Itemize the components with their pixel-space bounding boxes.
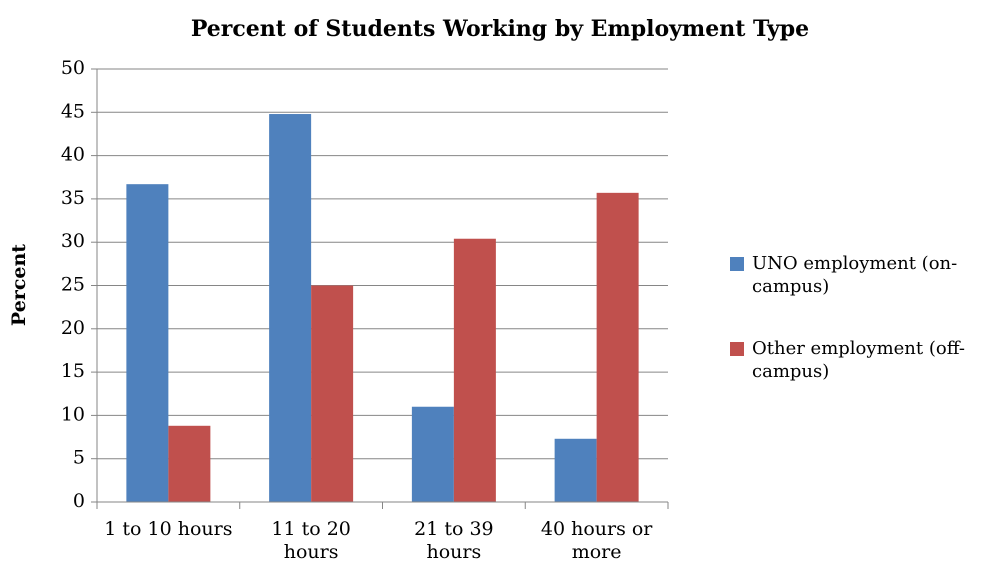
x-tick-label: 11 to 20 hours <box>271 518 351 563</box>
y-tick-label: 10 <box>61 403 85 425</box>
chart-title: Percent of Students Working by Employmen… <box>191 16 809 42</box>
bar <box>554 438 597 502</box>
bar <box>168 425 211 502</box>
y-tick-label: 40 <box>61 144 85 166</box>
y-tick-label: 25 <box>61 274 85 296</box>
y-axis-label: Percent <box>8 244 30 326</box>
y-tick-label: 45 <box>61 100 85 122</box>
bar <box>411 406 454 502</box>
y-tick-label: 5 <box>73 447 85 469</box>
x-tick-label: 40 hours or more <box>540 518 653 563</box>
y-tick-label: 20 <box>61 317 85 339</box>
legend-label: Other employment (off-campus) <box>752 338 965 382</box>
legend-label: UNO employment (on-campus) <box>752 253 958 297</box>
bar <box>596 192 639 502</box>
bar <box>269 114 312 503</box>
y-tick-label: 50 <box>61 57 85 79</box>
legend-swatch <box>730 257 744 271</box>
y-tick-label: 0 <box>73 490 85 512</box>
y-tick-label: 15 <box>61 360 85 382</box>
y-tick-label: 30 <box>61 230 85 252</box>
x-tick-label: 1 to 10 hours <box>104 518 233 540</box>
legend-swatch <box>730 342 744 356</box>
bar <box>311 285 354 502</box>
x-tick-label: 21 to 39 hours <box>414 518 494 563</box>
y-tick-label: 35 <box>61 187 85 209</box>
bar <box>453 238 496 502</box>
bar <box>126 184 169 503</box>
